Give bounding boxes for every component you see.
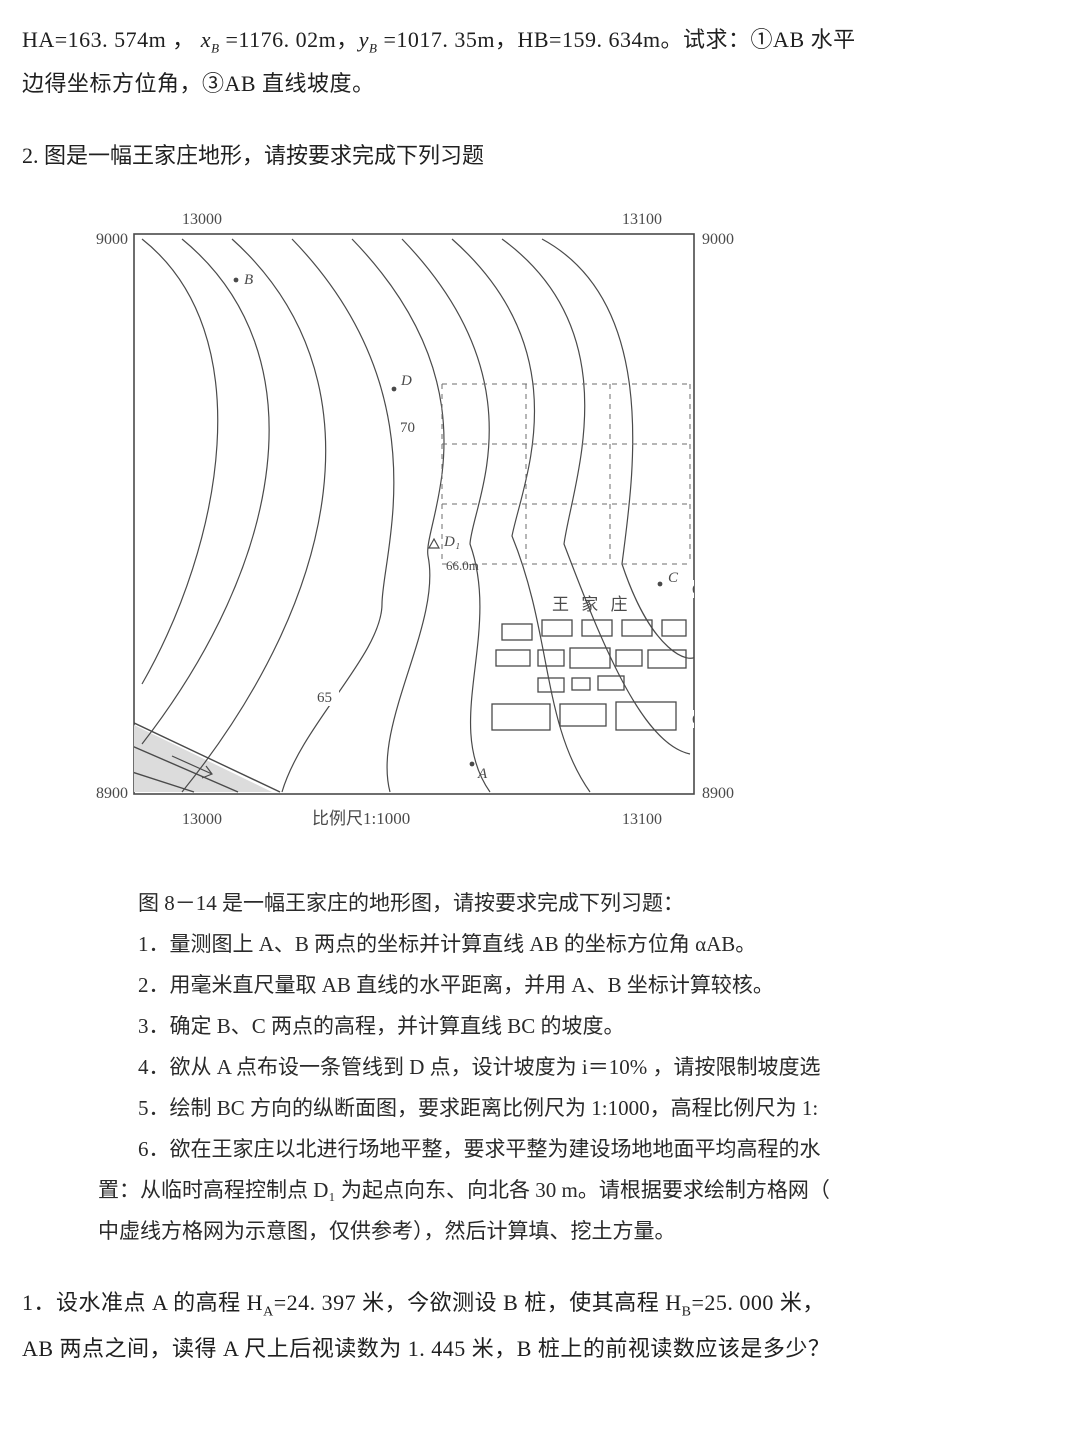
- caption-item-5: 5．绘制 BC 方向的纵断面图，要求距离比例尺为 1:1000，高程比例尺为 1…: [138, 1088, 1058, 1129]
- svg-text:D₁: D₁: [443, 534, 460, 550]
- svg-text:13000: 13000: [182, 211, 222, 228]
- svg-text:70: 70: [400, 420, 415, 436]
- svg-text:13000: 13000: [182, 811, 222, 828]
- svg-text:13100: 13100: [622, 811, 662, 828]
- svg-text:A: A: [477, 766, 488, 782]
- page-root: HA=163. 574m ， xB =1176. 02m，yB =1017. 3…: [0, 0, 1080, 1415]
- caption-title: 图 8－14 是一幅王家庄的地形图，请按要求完成下列习题：: [138, 883, 1058, 924]
- caption-item-6: 6．欲在王家庄以北进行场地平整，要求平整为建设场地地面平均高程的水: [138, 1129, 1058, 1170]
- svg-text:9000: 9000: [96, 231, 128, 248]
- topographic-figure: 13000 13100 13000 13100 9000 8900 9000 8900 王 家 …: [82, 184, 1058, 869]
- q1-paragraph: 1．设水准点 A 的高程 HA=24. 397 米，今欲测设 B 桩，使其高程 …: [22, 1281, 1058, 1370]
- svg-text:8900: 8900: [96, 785, 128, 802]
- top-line-2: 边得坐标方位角，③AB 直线坡度。: [22, 71, 375, 96]
- top-paragraph: HA=163. 574m ， xB =1176. 02m，yB =1017. 3…: [22, 18, 1058, 106]
- figure-caption-block: 图 8－14 是一幅王家庄的地形图，请按要求完成下列习题： 1．量测图上 A、B…: [138, 883, 1058, 1251]
- topographic-map-svg: 13000 13100 13000 13100 9000 8900 9000 8900 王 家 …: [82, 184, 782, 864]
- svg-text:王 家 庄: 王 家 庄: [552, 595, 632, 614]
- svg-text:65: 65: [317, 690, 332, 706]
- top-line-1: HA=163. 574m ， xB =1176. 02m，yB =1017. 3…: [22, 27, 856, 52]
- caption-item-4: 4．欲从 A 点布设一条管线到 D 点，设计坡度为 i＝10% ，请按限制坡度选: [138, 1047, 1058, 1088]
- svg-text:比例尺1:1000: 比例尺1:1000: [312, 809, 410, 828]
- caption-item-2: 2．用毫米直尺量取 AB 直线的水平距离，并用 A、B 坐标计算较核。: [138, 965, 1058, 1006]
- svg-text:13100: 13100: [622, 211, 662, 228]
- svg-text:9000: 9000: [702, 231, 734, 248]
- svg-text:B: B: [244, 272, 253, 288]
- svg-text:C: C: [668, 570, 679, 586]
- caption-item-1: 1．量测图上 A、B 两点的坐标并计算直线 AB 的坐标方位角 αAB。: [138, 924, 1058, 965]
- svg-text:66.0m: 66.0m: [446, 558, 479, 573]
- caption-tail-1: 置：从临时高程控制点 D₁ 为起点向东、向北各 30 m。请根据要求绘制方格网（: [98, 1170, 1058, 1211]
- q1-line-2: AB 两点之间，读得 A 尺上后视读数为 1. 445 米，B 桩上的前视读数应…: [22, 1336, 830, 1361]
- q1-line-1: 1．设水准点 A 的高程 HA=24. 397 米，今欲测设 B 桩，使其高程 …: [22, 1290, 825, 1315]
- caption-tail-2: 中虚线方格网为示意图，仅供参考），然后计算填、挖土方量。: [98, 1211, 1058, 1252]
- q2-heading: 2. 图是一幅王家庄地形，请按要求完成下列习题: [22, 134, 1058, 178]
- svg-text:D: D: [400, 373, 412, 389]
- svg-text:8900: 8900: [702, 785, 734, 802]
- caption-item-3: 3．确定 B、C 两点的高程，并计算直线 BC 的坡度。: [138, 1006, 1058, 1047]
